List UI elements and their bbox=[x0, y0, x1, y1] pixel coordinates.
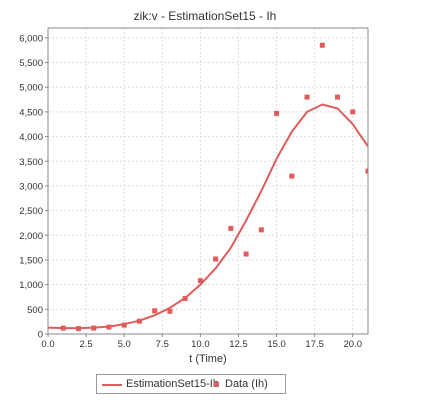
data-point bbox=[335, 94, 341, 100]
y-tick-label: 5,500 bbox=[19, 58, 43, 69]
data-point bbox=[167, 308, 173, 314]
y-tick-label: 4,500 bbox=[19, 107, 43, 118]
y-tick-label: 2,500 bbox=[19, 206, 43, 217]
plot-area bbox=[48, 28, 368, 334]
y-tick-label: 2,000 bbox=[19, 231, 43, 242]
y-tick-label: 3,000 bbox=[19, 181, 43, 192]
series bbox=[48, 42, 368, 332]
data-point bbox=[152, 308, 158, 314]
legend-label-data: Data (Ih) bbox=[225, 378, 268, 390]
data-point bbox=[289, 173, 295, 179]
y-tick-label: 1,500 bbox=[19, 255, 43, 266]
legend: EstimationSet15-Ih Data (Ih) bbox=[96, 374, 286, 394]
data-point bbox=[228, 225, 234, 231]
data-point bbox=[106, 324, 112, 330]
x-tick-label: 2.5 bbox=[79, 339, 92, 350]
plot-border bbox=[47, 27, 369, 335]
x-tick-label: 0.0 bbox=[41, 339, 54, 350]
data-point bbox=[213, 256, 219, 262]
x-tick-label: 5.0 bbox=[118, 339, 131, 350]
data-point bbox=[121, 322, 127, 328]
data-point bbox=[319, 42, 325, 48]
x-axis-title: t (Time) bbox=[189, 353, 226, 365]
x-tick-label: 7.5 bbox=[156, 339, 169, 350]
y-tick-label: 500 bbox=[27, 305, 43, 316]
legend-marker-swatch bbox=[214, 382, 219, 387]
y-tick-label: 4,000 bbox=[19, 132, 43, 143]
data-point bbox=[258, 227, 264, 233]
axes: 0.0 2.5 5.0 7.5 10.0 12.5 15.0 17.5 20.0 0 500 1,00… bbox=[19, 27, 369, 350]
grid bbox=[47, 28, 368, 335]
y-tick-label: 1,000 bbox=[19, 280, 43, 291]
data-point bbox=[182, 295, 188, 301]
x-tick-label: 15.0 bbox=[267, 339, 286, 350]
data-point bbox=[75, 326, 81, 332]
y-tick-label: 6,000 bbox=[19, 33, 43, 44]
x-tick-label: 17.5 bbox=[305, 339, 324, 350]
data-point bbox=[91, 325, 97, 331]
y-tick-label: 0 bbox=[38, 330, 43, 341]
model-line bbox=[48, 103, 368, 330]
data-point bbox=[197, 278, 203, 284]
y-tick-label: 3,500 bbox=[19, 157, 43, 168]
data-point bbox=[136, 318, 142, 324]
data-point bbox=[350, 109, 356, 115]
data-point bbox=[274, 110, 280, 116]
y-tick-label: 5,000 bbox=[19, 83, 43, 94]
legend-line-swatch bbox=[102, 384, 122, 386]
data-point bbox=[304, 94, 310, 100]
legend-label-model: EstimationSet15-Ih bbox=[126, 378, 219, 390]
data-point bbox=[243, 251, 249, 257]
x-tick-label: 10.0 bbox=[191, 339, 210, 350]
data-point bbox=[60, 325, 66, 331]
chart-title: zik:v - EstimationSet15 - Ih bbox=[134, 9, 277, 23]
data-point bbox=[365, 168, 368, 174]
x-tick-label: 12.5 bbox=[229, 339, 248, 350]
x-tick-label: 20.0 bbox=[344, 339, 363, 350]
